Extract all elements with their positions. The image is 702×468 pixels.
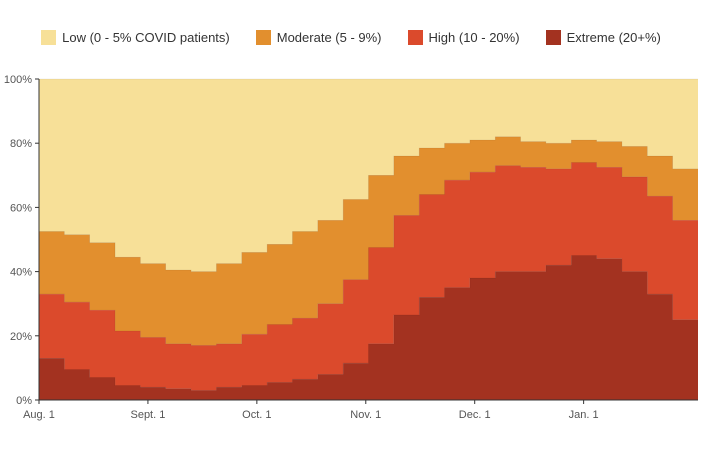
y-tick-label: 20%	[10, 331, 32, 343]
series-area	[39, 255, 698, 400]
x-tick-label: Oct. 1	[242, 409, 271, 421]
series-edge-line	[39, 255, 698, 391]
x-tick-label: Jan. 1	[569, 409, 599, 421]
y-tick-label: 0%	[16, 395, 32, 407]
legend-swatch	[41, 30, 57, 45]
chart-legend: Low (0 - 5% COVID patients) Moderate (5 -…	[0, 30, 702, 45]
y-tick-label: 40%	[10, 267, 32, 279]
legend-swatch	[255, 30, 271, 45]
legend-item: High (10 - 20%)	[407, 30, 520, 45]
x-tick-label: Aug. 1	[23, 409, 55, 421]
y-tick-label: 60%	[10, 202, 32, 214]
legend-label: High (10 - 20%)	[428, 30, 520, 45]
x-tick-label: Nov. 1	[350, 409, 381, 421]
legend-item: Low (0 - 5% COVID patients)	[41, 30, 230, 45]
legend-label: Low (0 - 5% COVID patients)	[62, 30, 230, 45]
y-tick-label: 80%	[10, 138, 32, 150]
legend-swatch	[545, 30, 561, 45]
legend-label: Moderate (5 - 9%)	[276, 30, 382, 45]
x-tick-label: Dec. 1	[459, 409, 491, 421]
legend-item: Extreme (20+%)	[545, 30, 661, 45]
x-tick-label: Sept. 1	[130, 409, 165, 421]
series-edge-line	[39, 162, 698, 346]
legend-item: Moderate (5 - 9%)	[255, 30, 382, 45]
legend-label: Extreme (20+%)	[566, 30, 661, 45]
series-area	[39, 162, 698, 391]
series-area	[39, 136, 698, 346]
legend-swatch	[407, 30, 423, 45]
series-edge-line	[39, 136, 698, 272]
y-tick-label: 100%	[4, 74, 32, 86]
